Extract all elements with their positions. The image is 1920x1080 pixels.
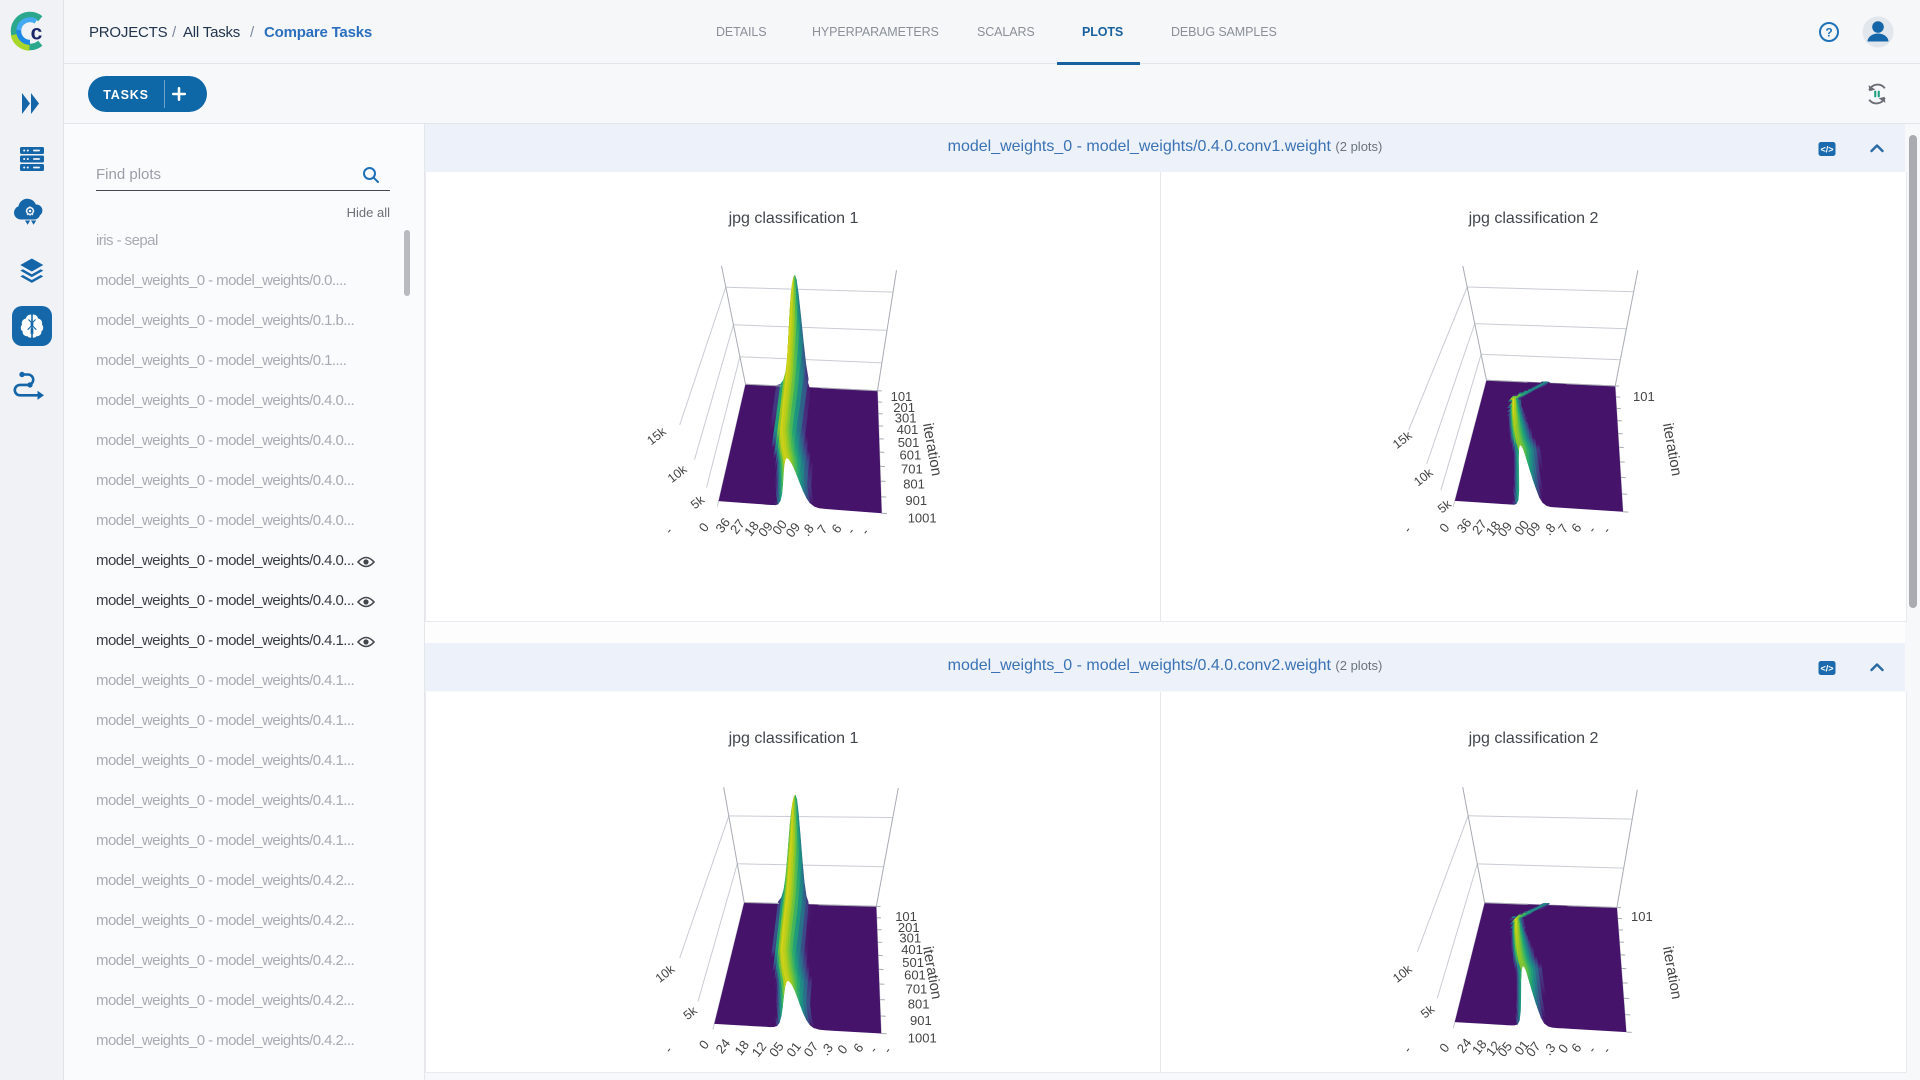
svg-text:</>: </> <box>1820 664 1833 674</box>
svg-text:5k: 5k <box>688 492 708 512</box>
svg-text:?: ? <box>1825 26 1832 40</box>
svg-text:901: 901 <box>905 493 927 508</box>
svg-text:7: 7 <box>1555 521 1571 536</box>
svg-text:101: 101 <box>1631 909 1653 924</box>
svg-text:</>: </> <box>1820 145 1833 155</box>
svg-text:5k: 5k <box>1418 1002 1438 1022</box>
svg-text:.8: .8 <box>1540 520 1558 538</box>
svg-text:1001: 1001 <box>908 1030 937 1045</box>
svg-text:101: 101 <box>895 909 917 924</box>
svg-text:-: - <box>661 1043 675 1056</box>
svg-text:-: - <box>858 525 872 538</box>
svg-text:-: - <box>1584 1043 1598 1056</box>
svg-text:201: 201 <box>893 400 915 415</box>
svg-text:701: 701 <box>906 981 928 996</box>
svg-text:6: 6 <box>1568 520 1584 535</box>
svg-text:-: - <box>880 1044 894 1057</box>
svg-text:6: 6 <box>850 1040 866 1055</box>
svg-text:601: 601 <box>904 968 926 983</box>
svg-text:5k: 5k <box>1435 497 1455 517</box>
svg-text:0: 0 <box>834 1042 850 1057</box>
svg-text:601: 601 <box>900 448 922 463</box>
svg-text:401: 401 <box>897 422 919 437</box>
svg-text:6: 6 <box>1568 1040 1584 1055</box>
svg-text:0: 0 <box>1436 520 1452 535</box>
svg-text:101: 101 <box>1633 389 1655 404</box>
svg-text:-: - <box>866 1043 880 1056</box>
svg-text:10k: 10k <box>1390 962 1415 986</box>
svg-text:6: 6 <box>828 521 844 536</box>
svg-text:.8: .8 <box>799 521 817 539</box>
svg-text:0: 0 <box>1555 1041 1571 1056</box>
svg-text:901: 901 <box>910 1013 932 1028</box>
svg-text:7: 7 <box>814 522 830 537</box>
svg-text:.3: .3 <box>818 1040 836 1058</box>
svg-text:-: - <box>1400 1043 1414 1056</box>
svg-text:15k: 15k <box>1390 428 1415 452</box>
svg-text:10k: 10k <box>665 462 690 486</box>
svg-text:24: 24 <box>712 1036 733 1057</box>
svg-text:18: 18 <box>731 1037 752 1058</box>
svg-text:-: - <box>1599 1044 1613 1057</box>
svg-text:.3: .3 <box>1540 1040 1558 1058</box>
svg-text:-: - <box>661 524 675 537</box>
svg-text:10k: 10k <box>1411 465 1436 489</box>
svg-text:-: - <box>1400 523 1414 536</box>
svg-text:-: - <box>843 524 857 537</box>
svg-text:801: 801 <box>908 997 930 1012</box>
svg-text:1001: 1001 <box>908 511 937 526</box>
svg-text:15k: 15k <box>644 424 669 448</box>
svg-text:801: 801 <box>903 477 925 492</box>
svg-text:0: 0 <box>696 520 712 535</box>
svg-text:501: 501 <box>898 435 920 450</box>
svg-text:101: 101 <box>891 389 913 404</box>
svg-text:0: 0 <box>696 1037 712 1052</box>
svg-text:701: 701 <box>901 461 923 476</box>
svg-text:iteration: iteration <box>1659 422 1685 478</box>
svg-text:401: 401 <box>901 942 923 957</box>
svg-text:501: 501 <box>902 955 924 970</box>
svg-text:iteration: iteration <box>919 422 945 478</box>
svg-text:0: 0 <box>1436 1040 1452 1055</box>
svg-text:-: - <box>1599 524 1613 537</box>
svg-text:iteration: iteration <box>1659 945 1685 1001</box>
svg-text:-: - <box>1584 523 1598 536</box>
svg-text:301: 301 <box>899 930 921 945</box>
svg-text:c: c <box>31 22 43 45</box>
svg-text:301: 301 <box>895 410 917 425</box>
svg-text:5k: 5k <box>681 1003 701 1023</box>
svg-text:201: 201 <box>898 920 920 935</box>
svg-text:10k: 10k <box>653 962 678 986</box>
